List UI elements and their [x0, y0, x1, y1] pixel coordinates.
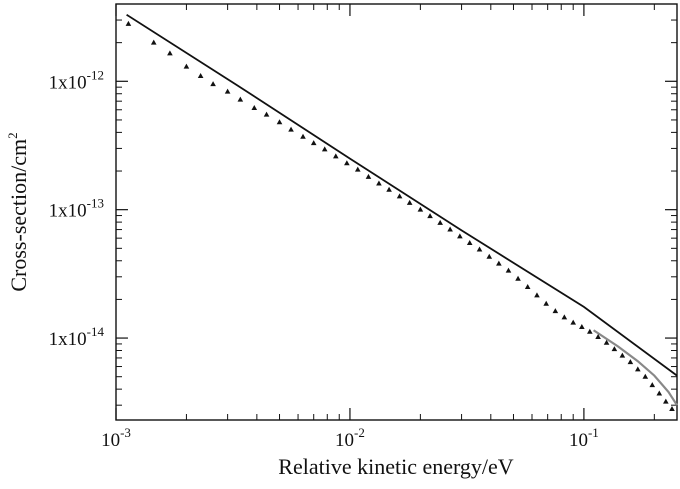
data-point — [354, 166, 361, 172]
data-point — [183, 63, 190, 69]
data-point — [427, 213, 433, 219]
data-point — [496, 260, 502, 266]
data-point — [197, 72, 204, 78]
data-point — [447, 226, 453, 232]
data-point — [611, 346, 618, 352]
data-point — [210, 81, 216, 87]
data-point — [437, 219, 443, 225]
data-point — [224, 88, 231, 94]
data-point — [663, 398, 669, 404]
data-point — [561, 314, 568, 320]
y-axis-title-main: Cross-section/cm — [6, 139, 31, 292]
x-tick-label-base: 10 — [569, 430, 588, 451]
data-point — [396, 193, 403, 199]
data-point — [619, 352, 626, 358]
data-point — [476, 246, 483, 252]
y-tick-label-base: 1x10 — [49, 329, 87, 350]
y-tick-label-exp: -12 — [87, 67, 104, 82]
x-tick-label-exp: -2 — [354, 425, 365, 440]
data-point — [649, 382, 656, 388]
data-point — [466, 240, 473, 246]
data-point — [603, 339, 610, 345]
y-axis-title-superscript: 2 — [5, 132, 20, 139]
data-point — [321, 146, 328, 152]
data-point — [515, 275, 521, 281]
data-point — [263, 111, 270, 117]
data-point — [534, 292, 540, 298]
y-axis-title: Cross-section/cm2 — [5, 132, 31, 291]
data-point — [376, 180, 382, 186]
data-point — [167, 50, 173, 56]
plot-area — [125, 13, 678, 412]
x-axis-title: Relative kinetic energy/eV — [278, 454, 514, 479]
data-point — [627, 359, 634, 365]
data-point — [595, 333, 601, 339]
data-point — [333, 153, 339, 159]
data-point — [150, 39, 157, 45]
y-tick-label-exp: -14 — [87, 324, 105, 339]
data-point — [587, 328, 593, 334]
y-tick-label: 1x10-14 — [49, 324, 105, 350]
data-point — [276, 119, 283, 125]
data-point — [543, 300, 549, 306]
data-point — [251, 104, 258, 110]
x-tick-label-exp: -1 — [588, 425, 599, 440]
data-point — [524, 283, 531, 289]
data-point — [237, 96, 244, 102]
data-point — [310, 140, 317, 146]
x-axis-ticks: 10-3 10-2 10-1 — [101, 4, 655, 451]
series-line-fit — [126, 13, 678, 377]
data-point — [635, 366, 641, 372]
y-tick-label-base: 1x10 — [49, 72, 87, 93]
data-point — [457, 233, 463, 239]
data-point — [486, 253, 493, 259]
x-tick-label-base: 10 — [335, 430, 354, 451]
data-point — [669, 406, 675, 412]
y-tick-label-base: 1x10 — [49, 201, 87, 222]
x-tick-label: 10-3 — [101, 425, 131, 451]
data-point — [570, 319, 576, 325]
x-tick-label: 10-1 — [569, 425, 599, 451]
data-point — [300, 133, 306, 139]
data-point — [579, 323, 585, 329]
data-point — [365, 173, 372, 179]
data-point — [656, 390, 663, 396]
data-point — [552, 308, 559, 314]
data-point — [288, 126, 294, 132]
data-point — [344, 160, 350, 166]
y-tick-label-exp: -13 — [87, 196, 104, 211]
data-point — [417, 206, 424, 212]
data-point — [406, 199, 413, 205]
x-tick-label-base: 10 — [101, 430, 120, 451]
y-tick-label: 1x10-12 — [49, 67, 104, 93]
data-point — [125, 20, 132, 26]
y-tick-label: 1x10-13 — [49, 196, 104, 222]
data-point — [386, 186, 392, 192]
data-point — [505, 267, 512, 273]
data-point — [642, 373, 649, 379]
plot-frame — [115, 3, 678, 421]
series-line-fit-highE — [592, 329, 678, 406]
x-tick-label: 10-2 — [335, 425, 365, 451]
x-tick-label-exp: -3 — [120, 425, 131, 440]
